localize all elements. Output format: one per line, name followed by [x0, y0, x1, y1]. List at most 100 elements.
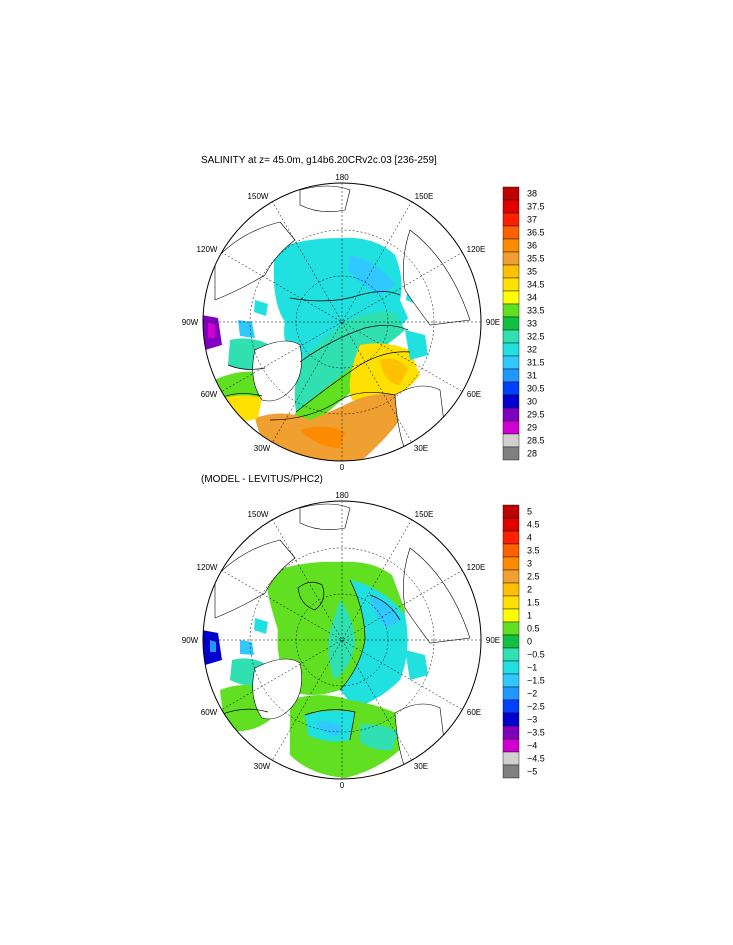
lon-label-60w: 60W [201, 390, 218, 399]
lon-label-90w: 90W [182, 318, 199, 327]
colorbar-label: −4.5 [527, 754, 545, 764]
colorbar-label: 29 [527, 423, 537, 433]
colorbar-label: 0.5 [527, 624, 540, 634]
colorbar-label: 0 [527, 637, 532, 647]
colorbar-label: 4 [527, 533, 532, 543]
colorbar-label: 33 [527, 319, 537, 329]
colorbar-swatch [502, 647, 520, 662]
lon-label-30e: 30E [414, 762, 428, 771]
lon-label-180: 180 [335, 173, 349, 182]
colorbar-label: 28.5 [527, 436, 545, 446]
colorbar-label: −1.5 [527, 676, 545, 686]
colorbar-swatch [502, 764, 520, 779]
colorbar-swatch [502, 238, 520, 253]
colorbar-swatch [502, 608, 520, 623]
lon-label-60e: 60E [467, 708, 481, 717]
colorbar-label: 38 [527, 189, 537, 199]
colorbar-swatch [502, 543, 520, 558]
lon-label-120w: 120W [197, 563, 218, 572]
colorbar-label: −4 [527, 741, 537, 751]
colorbar-swatch [502, 569, 520, 584]
colorbar-label: 32 [527, 345, 537, 355]
colorbar-swatch [502, 686, 520, 701]
colorbar-swatch [502, 251, 520, 266]
colorbar-swatch [502, 212, 520, 227]
lon-label-120w: 120W [197, 245, 218, 254]
colorbar-swatch [502, 355, 520, 370]
colorbar-swatch [502, 329, 520, 344]
colorbar-label: 1 [527, 611, 532, 621]
colorbar-swatch [502, 738, 520, 753]
colorbar-label: 31 [527, 371, 537, 381]
colorbar-swatch [502, 381, 520, 396]
colorbar-label: 2.5 [527, 572, 540, 582]
colorbar-label: −1 [527, 663, 537, 673]
colorbar-swatch [502, 407, 520, 422]
colorbar-swatch [502, 225, 520, 240]
colorbar-label: 37.5 [527, 202, 545, 212]
colorbar-swatch [502, 504, 520, 519]
lon-label-150w: 150W [248, 510, 269, 519]
colorbar-swatch [502, 517, 520, 532]
colorbar-label: 35.5 [527, 254, 545, 264]
difference-colorbar: 5 4.5 4 3.5 3 2.5 2 1.5 1 0.5 0 −0.5 −1 −1.5 −2 −2.5 −3 −… [502, 504, 545, 779]
colorbar-label: 33.5 [527, 306, 545, 316]
colorbar-label: 2 [527, 585, 532, 595]
colorbar-label: 36.5 [527, 228, 545, 238]
colorbar-label: −0.5 [527, 650, 545, 660]
lon-label-120e: 120E [467, 563, 486, 572]
salinity-colorbar: 38 37.5 37 36.5 36 35.5 35 34.5 34 33.5 33 32.5 32 31… [502, 186, 545, 461]
colorbar-label: 35 [527, 267, 537, 277]
colorbar-label: 34.5 [527, 280, 545, 290]
colorbar-label: 1.5 [527, 598, 540, 608]
colorbar-label: 28 [527, 449, 537, 459]
lon-label-0: 0 [340, 781, 345, 790]
colorbar-swatch [502, 446, 520, 461]
colorbar-label: −3.5 [527, 728, 545, 738]
colorbar-swatch [502, 420, 520, 435]
colorbar-label: 3.5 [527, 546, 540, 556]
lon-label-150w: 150W [248, 192, 269, 201]
lon-label-150e: 150E [415, 510, 434, 519]
lon-label-60e: 60E [467, 390, 481, 399]
colorbar-label: 30.5 [527, 384, 545, 394]
panel-1-title: SALINITY at z= 45.0m, g14b6.20CRv2c.03 [… [201, 155, 437, 166]
colorbar-swatch [502, 556, 520, 571]
colorbar-swatch [502, 316, 520, 331]
colorbar-label: 34 [527, 293, 537, 303]
colorbar-swatch [502, 290, 520, 305]
colorbar-label: −2.5 [527, 702, 545, 712]
colorbar-swatch [502, 264, 520, 279]
colorbar-swatch [502, 595, 520, 610]
lon-label-30w: 30W [254, 762, 271, 771]
lon-label-0: 0 [340, 463, 345, 472]
difference-map: 180 150W 150E 120W 120E 90W 90E 60W 60E … [182, 491, 500, 790]
colorbar-swatch [502, 712, 520, 727]
lon-label-60w: 60W [201, 708, 218, 717]
colorbar-label: 37 [527, 215, 537, 225]
colorbar-label: 4.5 [527, 520, 540, 530]
lon-label-150e: 150E [415, 192, 434, 201]
colorbar-swatch [502, 634, 520, 649]
colorbar-swatch [502, 433, 520, 448]
colorbar-label: 30 [527, 397, 537, 407]
colorbar-swatch [502, 699, 520, 714]
colorbar-swatch [502, 342, 520, 357]
lon-label-90e: 90E [486, 318, 500, 327]
colorbar-swatch [502, 530, 520, 545]
colorbar-swatch [502, 277, 520, 292]
colorbar-label: −2 [527, 689, 537, 699]
colorbar-swatch [502, 621, 520, 636]
colorbar-label: −3 [527, 715, 537, 725]
lon-label-90e: 90E [486, 636, 500, 645]
lon-label-180: 180 [335, 491, 349, 500]
colorbar-label: 29.5 [527, 410, 545, 420]
lon-label-120e: 120E [467, 245, 486, 254]
colorbar-swatch [502, 199, 520, 214]
colorbar-label: 36 [527, 241, 537, 251]
panel-2-title: (MODEL - LEVITUS/PHC2) [201, 474, 323, 485]
colorbar-swatch [502, 660, 520, 675]
salinity-map: 180 150W 150E 120W 120E 90W 90E 60W 60E … [182, 173, 500, 472]
colorbar-label: 31.5 [527, 358, 545, 368]
